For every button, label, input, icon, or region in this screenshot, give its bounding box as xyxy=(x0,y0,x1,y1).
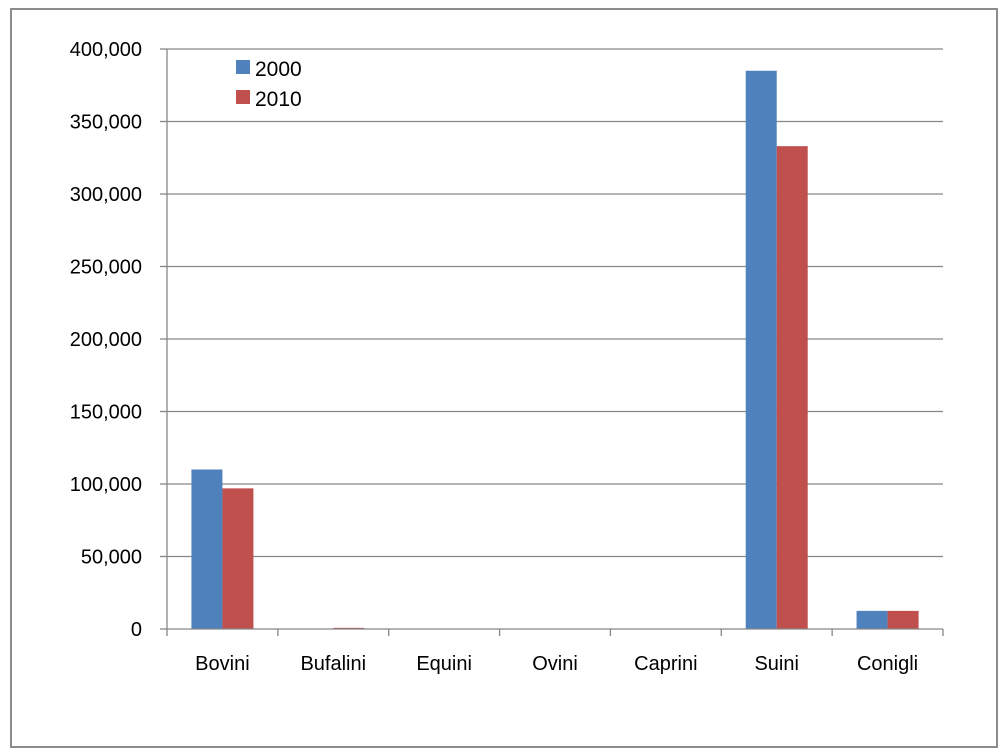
bar-2000-conigli xyxy=(856,610,888,629)
x-tick-label-suini: Suini xyxy=(754,653,798,675)
axes xyxy=(160,48,944,636)
bar-2000-suini xyxy=(745,70,777,629)
y-tick-label: 0 xyxy=(131,619,142,641)
x-tick-labels: Bovini Bufalini Equini Ovini Caprini Suini Con… xyxy=(195,653,918,675)
bar-2010-bovini xyxy=(222,488,254,629)
bars xyxy=(191,70,919,629)
legend-label-2010: 2010 xyxy=(255,88,302,111)
y-tick-label: 50,000 xyxy=(81,547,142,569)
gridlines xyxy=(167,48,943,558)
y-tick-label: 350,000 xyxy=(70,112,142,134)
y-tick-label: 150,000 xyxy=(70,402,142,424)
y-tick-label: 400,000 xyxy=(70,39,142,61)
legend-swatch-2000 xyxy=(236,60,250,74)
y-tick-label: 100,000 xyxy=(70,474,142,496)
bar-2000-bovini xyxy=(191,469,223,629)
x-tick-label-equini: Equini xyxy=(416,653,472,675)
bar-chart: 0 50,000 100,000 150,000 200,000 250,000 300,0… xyxy=(70,39,944,675)
x-tick-label-caprini: Caprini xyxy=(634,653,697,675)
x-tick-label-bufalini: Bufalini xyxy=(300,653,366,675)
y-tick-labels: 0 50,000 100,000 150,000 200,000 250,000 300,0… xyxy=(70,39,142,641)
x-tick-label-ovini: Ovini xyxy=(532,653,578,675)
y-tick-label: 300,000 xyxy=(70,184,142,206)
x-tick-label-conigli: Conigli xyxy=(857,653,918,675)
y-tick-label: 200,000 xyxy=(70,329,142,351)
y-tick-label: 250,000 xyxy=(70,257,142,279)
bar-2010-suini xyxy=(776,146,808,629)
legend: 2000 2010 xyxy=(236,58,302,111)
chart-frame xyxy=(10,8,998,748)
legend-swatch-2010 xyxy=(236,90,250,104)
x-tick-label-bovini: Bovini xyxy=(195,653,249,675)
legend-label-2000: 2000 xyxy=(255,58,302,81)
bar-2010-conigli xyxy=(887,610,919,629)
